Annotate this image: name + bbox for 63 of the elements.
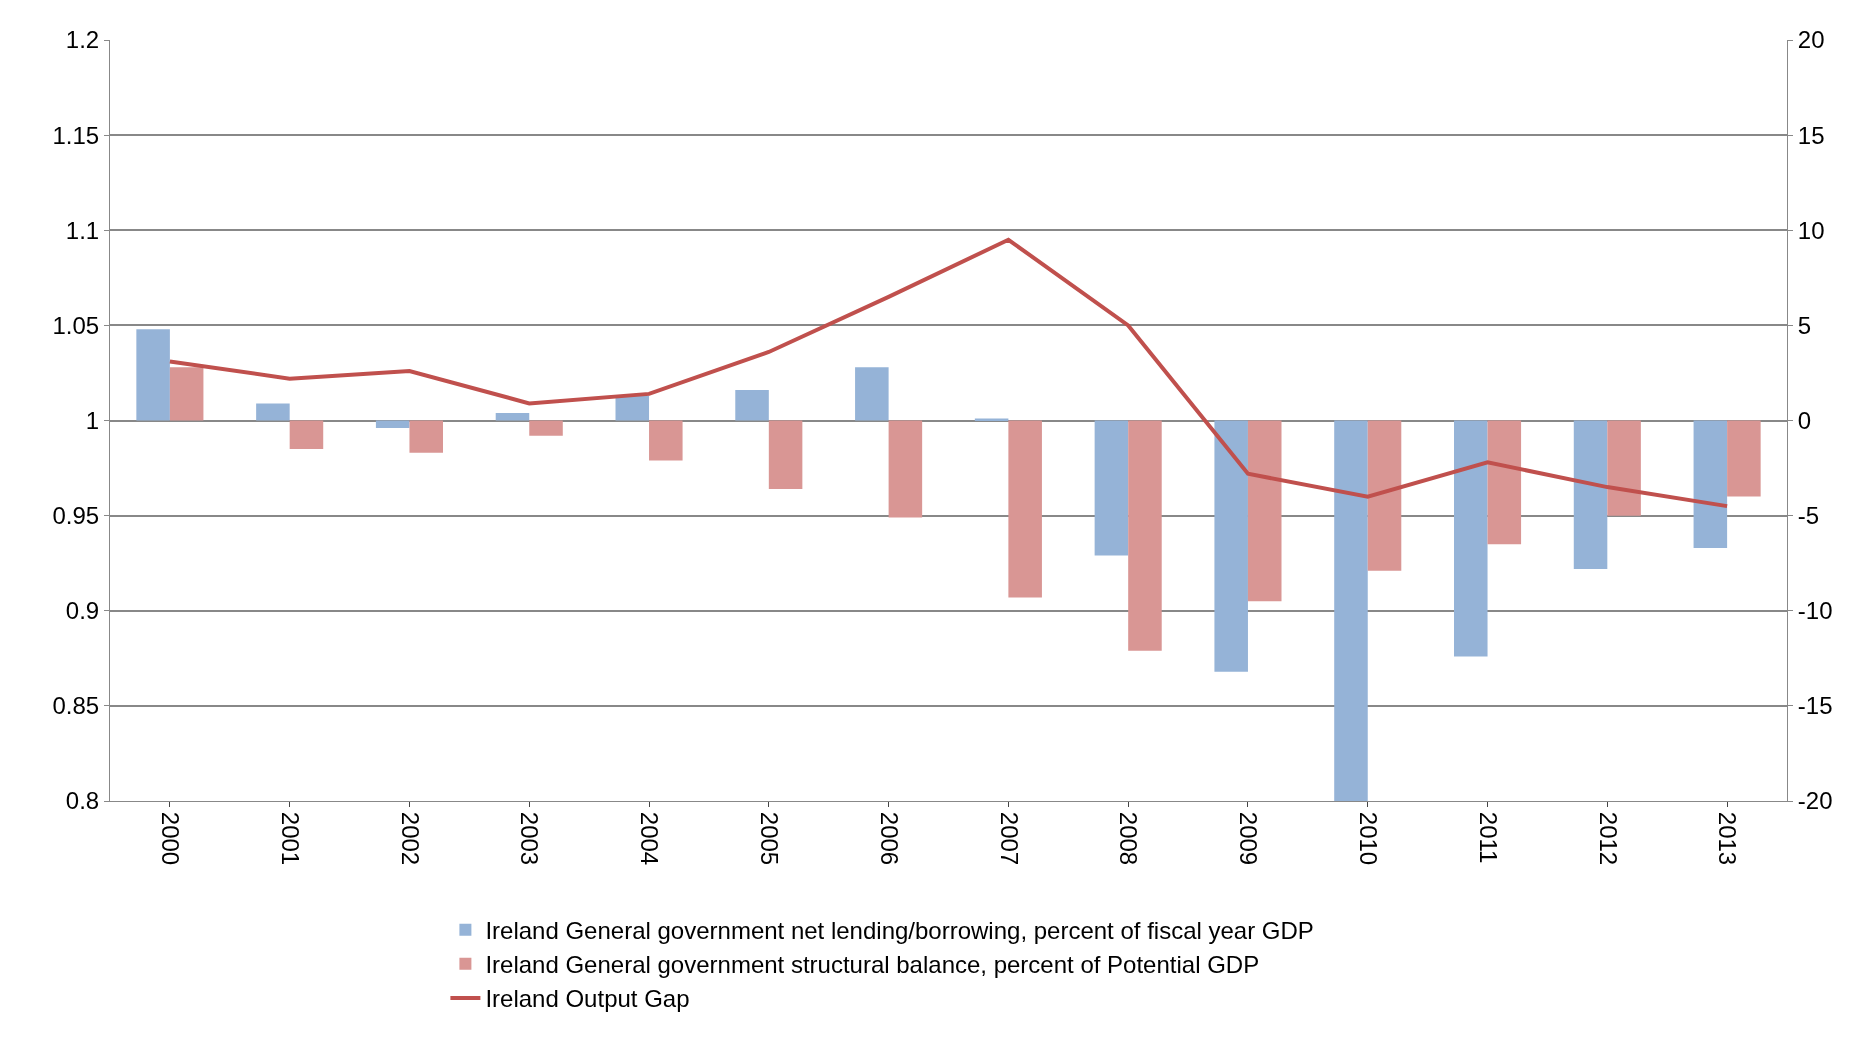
y2-tick-label: -15 — [1797, 692, 1833, 720]
y2-tick-label: 5 — [1797, 311, 1812, 339]
bar — [1247, 420, 1282, 602]
bar — [1607, 420, 1641, 516]
y-tick-label: 1 — [85, 406, 100, 434]
bar — [409, 420, 443, 453]
bar — [735, 390, 769, 421]
x-tick-label: 2010 — [1354, 811, 1382, 866]
bar — [888, 420, 923, 518]
y2-tick-label: -20 — [1797, 787, 1833, 815]
y2-tick-label: -10 — [1797, 597, 1833, 625]
y-tick-label: 0.9 — [65, 597, 100, 625]
y-tick-label: 0.8 — [65, 787, 100, 815]
x-tick-label: 2002 — [396, 811, 424, 866]
y-tick-label: 1.05 — [52, 311, 100, 339]
bar — [136, 329, 170, 421]
bar — [1573, 420, 1608, 569]
bar — [1094, 420, 1129, 556]
bar — [289, 420, 324, 450]
bar — [495, 412, 530, 421]
bar — [1454, 420, 1488, 657]
bar — [1367, 420, 1402, 571]
bar — [1693, 420, 1728, 548]
y2-tick-label: 15 — [1797, 121, 1825, 149]
y-tick-label: 1.15 — [52, 121, 100, 149]
bar — [375, 420, 410, 429]
bar — [615, 395, 650, 421]
bar — [1214, 420, 1248, 672]
bar — [1334, 420, 1368, 801]
x-tick-label: 2008 — [1115, 811, 1143, 866]
y2-tick-label: -5 — [1797, 502, 1820, 530]
legend-label: Ireland General government structural balance, percent of Potential GDP — [485, 951, 1260, 979]
y-tick-label: 0.85 — [52, 692, 100, 720]
y-tick-label: 0.95 — [52, 502, 100, 530]
bar — [855, 367, 889, 421]
y2-tick-label: 10 — [1797, 216, 1825, 244]
bar — [529, 420, 563, 436]
bar — [1727, 420, 1761, 497]
bar — [169, 367, 204, 421]
x-tick-label: 2000 — [157, 811, 185, 866]
x-tick-label: 2001 — [276, 811, 304, 866]
y-tick-label: 1.1 — [65, 216, 100, 244]
bar — [768, 420, 803, 489]
y-tick-label: 1.2 — [65, 26, 100, 54]
x-tick-label: 2012 — [1594, 811, 1622, 866]
y2-tick-label: 0 — [1797, 406, 1812, 434]
x-tick-label: 2011 — [1474, 811, 1502, 864]
bar — [1008, 420, 1042, 598]
bar — [1487, 420, 1522, 545]
legend-label: Ireland Output Gap — [485, 985, 690, 1013]
legend-label: Ireland General government net lending/borrowing, percent of fiscal year GDP — [485, 917, 1314, 944]
line-series — [167, 237, 1730, 509]
x-tick-label: 2004 — [636, 811, 664, 866]
y2-tick-label: 20 — [1797, 26, 1825, 54]
x-tick-label: 2007 — [995, 811, 1023, 866]
x-tick-label: 2009 — [1235, 811, 1263, 866]
x-tick-label: 2013 — [1714, 811, 1742, 866]
x-tick-label: 2006 — [875, 811, 903, 866]
x-tick-label: 2005 — [756, 811, 784, 866]
x-tick-label: 2003 — [516, 811, 544, 866]
bar — [649, 420, 683, 461]
bar — [256, 403, 290, 421]
bar — [1128, 420, 1162, 651]
